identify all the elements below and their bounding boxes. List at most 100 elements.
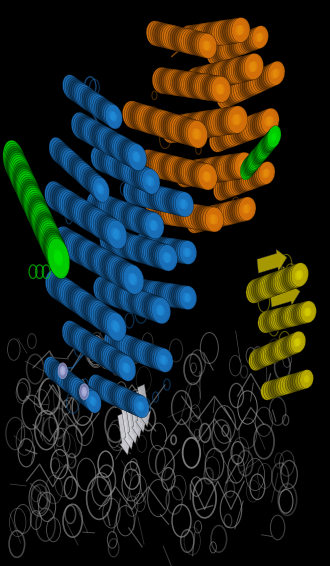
Ellipse shape — [204, 63, 223, 89]
Ellipse shape — [54, 187, 75, 216]
Ellipse shape — [92, 124, 111, 151]
Ellipse shape — [237, 55, 256, 82]
Ellipse shape — [228, 57, 247, 84]
Ellipse shape — [75, 114, 94, 141]
Ellipse shape — [232, 128, 239, 139]
Ellipse shape — [49, 273, 69, 301]
Ellipse shape — [129, 273, 138, 286]
Ellipse shape — [187, 168, 195, 178]
Ellipse shape — [154, 237, 172, 260]
Ellipse shape — [100, 101, 117, 125]
Ellipse shape — [264, 142, 269, 151]
Ellipse shape — [83, 205, 104, 234]
Ellipse shape — [184, 33, 192, 43]
Ellipse shape — [268, 379, 282, 398]
Ellipse shape — [251, 277, 269, 301]
Ellipse shape — [280, 267, 297, 291]
Ellipse shape — [65, 152, 82, 177]
Ellipse shape — [45, 232, 67, 272]
Ellipse shape — [152, 282, 170, 306]
Ellipse shape — [185, 72, 205, 98]
Ellipse shape — [211, 76, 231, 102]
Ellipse shape — [101, 252, 121, 282]
Ellipse shape — [191, 73, 210, 100]
Ellipse shape — [244, 53, 263, 80]
Ellipse shape — [113, 231, 132, 258]
Ellipse shape — [84, 93, 90, 103]
Ellipse shape — [253, 277, 271, 301]
Ellipse shape — [247, 123, 254, 133]
Ellipse shape — [256, 110, 275, 135]
Ellipse shape — [103, 228, 123, 255]
Ellipse shape — [162, 188, 181, 214]
Ellipse shape — [193, 66, 212, 92]
Ellipse shape — [183, 119, 204, 147]
Ellipse shape — [262, 132, 276, 155]
Ellipse shape — [80, 165, 97, 191]
Ellipse shape — [236, 76, 253, 100]
Ellipse shape — [64, 321, 82, 348]
Ellipse shape — [69, 83, 76, 93]
Ellipse shape — [111, 258, 132, 288]
Ellipse shape — [215, 177, 232, 200]
Ellipse shape — [76, 329, 94, 355]
Ellipse shape — [174, 209, 181, 219]
Ellipse shape — [94, 125, 113, 152]
Ellipse shape — [114, 201, 133, 228]
Ellipse shape — [276, 337, 292, 359]
Ellipse shape — [73, 242, 81, 254]
Ellipse shape — [213, 108, 233, 135]
Ellipse shape — [64, 194, 84, 222]
Ellipse shape — [295, 302, 311, 324]
Ellipse shape — [280, 276, 286, 286]
Ellipse shape — [127, 343, 133, 353]
Ellipse shape — [158, 200, 177, 225]
Ellipse shape — [263, 63, 281, 87]
Ellipse shape — [124, 288, 144, 314]
Ellipse shape — [172, 114, 192, 142]
Ellipse shape — [132, 181, 150, 207]
Ellipse shape — [190, 112, 211, 139]
Ellipse shape — [30, 199, 52, 240]
Ellipse shape — [19, 175, 41, 215]
Ellipse shape — [255, 276, 273, 300]
Ellipse shape — [285, 333, 301, 355]
Ellipse shape — [206, 75, 225, 102]
Ellipse shape — [115, 162, 123, 172]
Ellipse shape — [109, 199, 128, 226]
Ellipse shape — [186, 37, 194, 47]
Ellipse shape — [253, 355, 259, 364]
Ellipse shape — [95, 346, 103, 356]
Ellipse shape — [195, 74, 214, 100]
Ellipse shape — [231, 57, 250, 83]
Ellipse shape — [90, 192, 110, 219]
Ellipse shape — [51, 139, 68, 164]
Ellipse shape — [176, 203, 194, 228]
Ellipse shape — [291, 311, 297, 320]
Ellipse shape — [13, 162, 35, 203]
Ellipse shape — [204, 171, 212, 182]
Ellipse shape — [82, 118, 101, 145]
Ellipse shape — [38, 218, 60, 258]
Ellipse shape — [280, 344, 285, 353]
Ellipse shape — [158, 245, 178, 271]
Ellipse shape — [145, 114, 153, 125]
Ellipse shape — [53, 276, 73, 304]
Ellipse shape — [211, 61, 230, 88]
Ellipse shape — [250, 146, 264, 168]
Ellipse shape — [91, 302, 111, 331]
FancyArrow shape — [117, 413, 131, 455]
Ellipse shape — [82, 88, 99, 113]
Ellipse shape — [87, 121, 106, 148]
Ellipse shape — [119, 139, 138, 166]
Ellipse shape — [146, 295, 165, 322]
Ellipse shape — [261, 274, 279, 298]
Circle shape — [61, 368, 64, 373]
Ellipse shape — [218, 38, 235, 61]
Ellipse shape — [153, 243, 172, 269]
Ellipse shape — [210, 76, 229, 102]
Ellipse shape — [60, 235, 69, 247]
Ellipse shape — [161, 200, 179, 225]
Ellipse shape — [77, 386, 82, 395]
Ellipse shape — [206, 63, 225, 89]
